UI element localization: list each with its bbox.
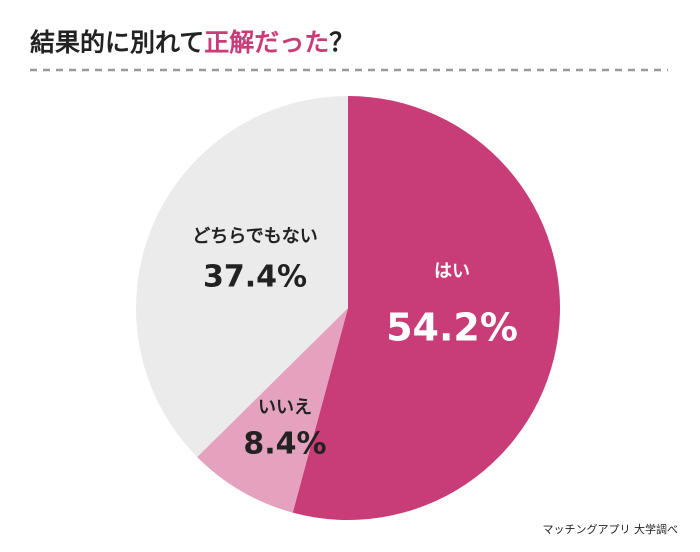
pie-slice [197,308,348,513]
slice-value-label: 37.4% [203,260,307,295]
slice-category-label: どちらでもない [192,226,317,247]
title-segment: 正解だった [204,28,329,57]
slice-value-label: 8.4% [243,427,326,462]
slice-value-label: 54.2% [386,306,518,350]
title-segment: 結果的に別れて [30,28,204,57]
pie-slice [136,96,348,457]
chart-title: 結果的に別れて正解だった？ [30,28,354,57]
pie-slice [292,96,561,520]
slice-category-label: はい [434,261,470,282]
title-segment: ？ [329,28,354,57]
source-note: マッチングアプリ 大学調べ [543,522,679,536]
slice-category-label: いいえ [258,397,312,418]
